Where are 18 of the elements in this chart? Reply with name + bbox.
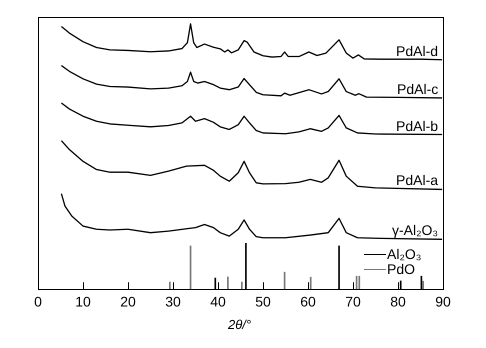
series-label: PdAl-b — [396, 118, 438, 134]
legend-label: PdO — [387, 261, 416, 278]
x-tick-label: 70 — [345, 293, 361, 310]
x-tick-label: 60 — [300, 293, 316, 310]
x-tick-label: 0 — [34, 293, 42, 310]
x-tick-label: 20 — [120, 293, 136, 310]
x-tick-label: 80 — [390, 293, 406, 310]
x-tick-label: 40 — [210, 293, 226, 310]
x-tick-label: 10 — [75, 293, 91, 310]
x-tick-label: 50 — [255, 293, 271, 310]
x-tick-label: 90 — [435, 293, 451, 310]
x-tick-label: 30 — [165, 293, 181, 310]
series-label: PdAl-c — [397, 80, 438, 97]
series-label: PdAl-a — [396, 172, 438, 188]
series-label: PdAl-d — [396, 42, 438, 59]
legend-label: Al₂O₃ — [387, 246, 422, 262]
x-axis-title: 2θ/° — [228, 317, 252, 333]
series-label: γ-Al₂O₃ — [392, 222, 438, 238]
